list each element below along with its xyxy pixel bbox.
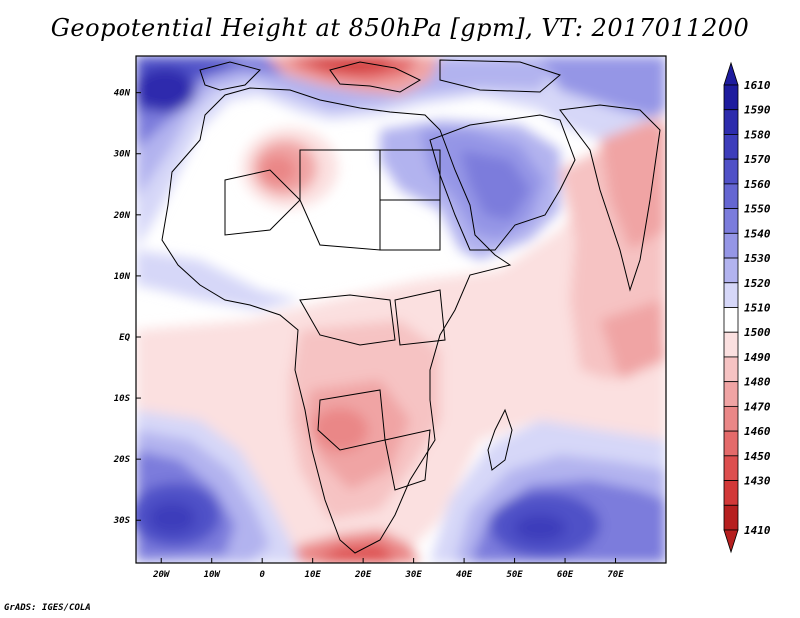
lon-tick-label: 50E bbox=[506, 570, 523, 580]
colorbar-swatch bbox=[723, 134, 739, 160]
colorbar-swatch bbox=[723, 257, 739, 284]
grads-credit: GrADS: IGES/COLA bbox=[4, 603, 91, 613]
colorbar-swatch bbox=[723, 183, 739, 210]
colorbar-swatch bbox=[723, 405, 739, 432]
map-title: Geopotential Height at 850hPa [gpm], VT:… bbox=[50, 14, 750, 42]
colorbar-label: 1410 bbox=[744, 524, 771, 537]
lat-tick-label: EQ bbox=[119, 333, 130, 343]
lat-tick-label: 10N bbox=[114, 272, 131, 282]
colorbar-label: 1520 bbox=[744, 277, 771, 290]
colorbar-label: 1480 bbox=[744, 376, 771, 389]
colorbar-swatch bbox=[723, 282, 739, 308]
lon-tick-label: 0 bbox=[259, 570, 265, 580]
colorbar-swatch bbox=[723, 381, 739, 407]
colorbar-bottom-arrow bbox=[723, 529, 739, 554]
lon-tick-label: 30E bbox=[404, 570, 422, 580]
colorbar-swatch bbox=[723, 208, 739, 234]
lat-tick-label: 30N bbox=[113, 150, 131, 160]
colorbar-label: 1550 bbox=[744, 203, 771, 216]
colorbar-label: 1580 bbox=[744, 128, 771, 141]
lon-tick-label: 40E bbox=[456, 570, 473, 580]
lat-tick-label: 10S bbox=[114, 394, 131, 404]
colorbar: 1610 1590 1580 1570 1560 1550 1540 1530 1520 1510… bbox=[723, 61, 771, 554]
colorbar-label: 1560 bbox=[744, 178, 771, 191]
colorbar-swatch bbox=[723, 307, 739, 333]
colorbar-swatch bbox=[723, 331, 739, 358]
lon-tick-label: 70E bbox=[607, 570, 624, 580]
lat-tick-label: 20N bbox=[113, 211, 131, 221]
coastlines bbox=[161, 59, 661, 554]
colorbar-swatch bbox=[723, 504, 739, 531]
colorbar-label: 1570 bbox=[744, 153, 771, 166]
lon-tick-label: 20W bbox=[152, 570, 171, 580]
latitude-axis: 40N 30N 20N 10N EQ 10S 20S 30S bbox=[113, 89, 141, 526]
colorbar-swatch bbox=[723, 430, 739, 457]
lat-tick-label: 40N bbox=[114, 89, 131, 99]
colorbar-swatch bbox=[723, 356, 739, 383]
colorbar-top-arrow bbox=[723, 61, 739, 86]
colorbar-label: 1510 bbox=[744, 302, 771, 315]
colorbar-label: 1590 bbox=[744, 104, 771, 117]
colorbar-label: 1490 bbox=[744, 351, 771, 364]
lon-tick-label: 10W bbox=[204, 570, 222, 580]
colorbar-swatch bbox=[723, 84, 739, 111]
colorbar-label: 1530 bbox=[744, 252, 771, 265]
colorbar-swatch bbox=[723, 480, 739, 506]
longitude-axis: 20W 10W 0 10E 20E 30E 40E 50E 60E 70E bbox=[152, 558, 624, 580]
height-field bbox=[136, 56, 666, 563]
colorbar-label: 1430 bbox=[744, 475, 771, 488]
colorbar-label: 1460 bbox=[744, 425, 771, 438]
lat-tick-label: 30S bbox=[113, 516, 131, 526]
lat-tick-label: 20S bbox=[113, 455, 131, 465]
lon-tick-label: 10E bbox=[305, 570, 322, 580]
colorbar-swatch bbox=[723, 455, 739, 481]
lon-tick-label: 20E bbox=[354, 570, 372, 580]
colorbar-swatch bbox=[723, 232, 739, 259]
colorbar-label: 1470 bbox=[744, 400, 771, 413]
lon-tick-label: 60E bbox=[557, 570, 574, 580]
colorbar-label: 1500 bbox=[744, 326, 771, 339]
colorbar-label: 1610 bbox=[744, 79, 771, 92]
colorbar-swatch bbox=[723, 158, 739, 185]
plot-frame bbox=[135, 55, 667, 564]
colorbar-swatch bbox=[723, 109, 739, 135]
colorbar-label: 1540 bbox=[744, 227, 771, 240]
colorbar-label: 1450 bbox=[744, 450, 771, 463]
